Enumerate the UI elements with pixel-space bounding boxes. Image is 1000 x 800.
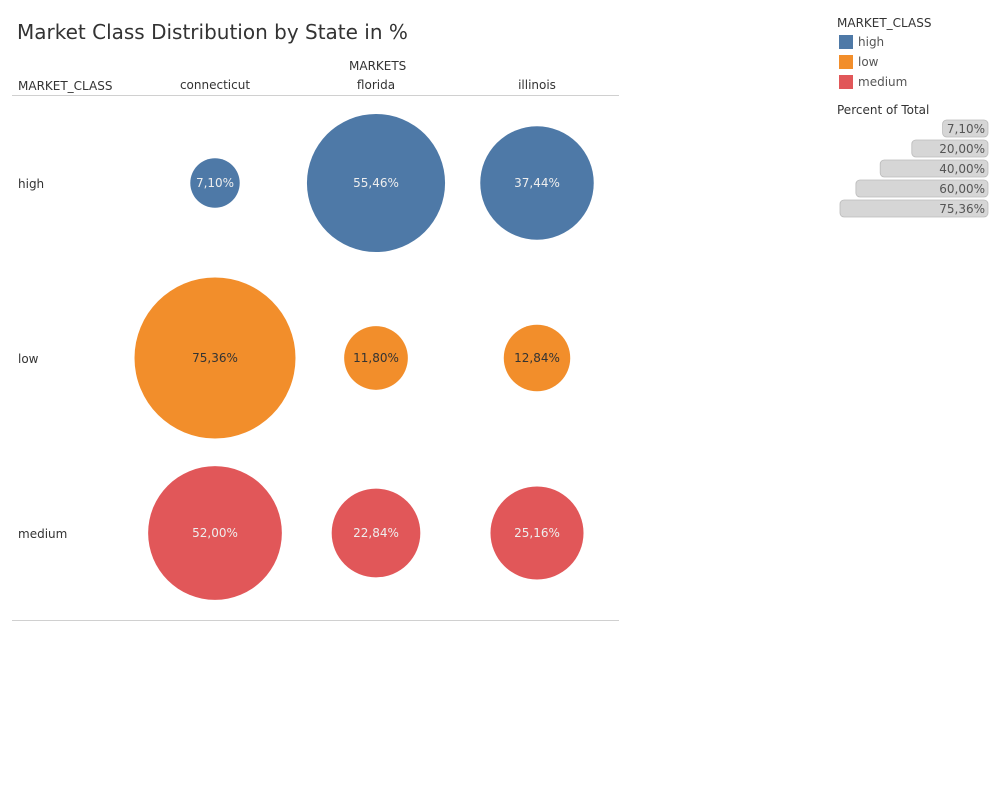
bottom-divider (12, 620, 619, 621)
row-dimension-header: MARKET_CLASS (18, 79, 113, 93)
legend-label-high: high (858, 35, 885, 49)
legend-swatch-medium (839, 75, 853, 89)
bubble-label-low-illinois: 12,84% (514, 351, 560, 365)
bubble-medium-connecticut[interactable] (148, 466, 282, 600)
bubble-label-low-connecticut: 75,36% (192, 351, 238, 365)
color-legend-title: MARKET_CLASS (837, 16, 932, 30)
bubble-label-high-florida: 55,46% (353, 176, 399, 190)
size-legend-bar-2 (879, 159, 989, 178)
chart-title: Market Class Distribution by State in % (17, 20, 408, 44)
bubble-high-connecticut[interactable] (190, 158, 240, 208)
size-legend-bar-3 (855, 179, 989, 198)
bubble-label-high-connecticut: 7,10% (196, 176, 234, 190)
row-label-medium: medium (18, 527, 68, 541)
legend-item-medium[interactable]: medium (839, 74, 907, 90)
size-legend-label-2: 40,00% (939, 162, 985, 176)
bubble-label-high-illinois: 37,44% (514, 176, 560, 190)
legend-label-low: low (858, 55, 879, 69)
size-legend-label-3: 60,00% (939, 182, 985, 196)
legend-label-medium: medium (858, 75, 908, 89)
bubble-label-medium-illinois: 25,16% (514, 526, 560, 540)
bubble-label-medium-connecticut: 52,00% (192, 526, 238, 540)
column-dimension-header: MARKETS (349, 59, 407, 73)
bubble-low-florida[interactable] (344, 326, 408, 390)
bubble-label-low-florida: 11,80% (353, 351, 399, 365)
row-label-low: low (18, 352, 39, 366)
bubble-low-illinois[interactable] (503, 324, 571, 392)
row-label-high: high (18, 177, 45, 191)
column-label-illinois: illinois (518, 78, 556, 92)
size-legend-bar-4 (839, 199, 989, 218)
size-legend-label-4: 75,36% (939, 202, 985, 216)
bubble-low-connecticut[interactable] (134, 277, 296, 439)
bubble-high-florida[interactable] (306, 113, 446, 253)
size-legend-bar-0 (942, 119, 989, 138)
size-legend-label-0: 7,10% (947, 122, 985, 136)
header-divider (12, 95, 619, 96)
size-legend-title: Percent of Total (837, 103, 930, 117)
column-label-florida: florida (356, 78, 396, 92)
size-legend-label-1: 20,00% (939, 142, 985, 156)
size-legend-bar-1 (911, 139, 989, 158)
legend-swatch-low (839, 55, 853, 69)
column-label-connecticut: connecticut (179, 78, 251, 92)
legend-item-high[interactable]: high (839, 34, 884, 50)
legend-swatch-high (839, 35, 853, 49)
bubble-medium-florida[interactable] (331, 488, 421, 578)
bubble-high-illinois[interactable] (480, 126, 594, 240)
bubble-label-medium-florida: 22,84% (353, 526, 399, 540)
legend-item-low[interactable]: low (839, 54, 879, 70)
bubble-medium-illinois[interactable] (490, 486, 584, 580)
